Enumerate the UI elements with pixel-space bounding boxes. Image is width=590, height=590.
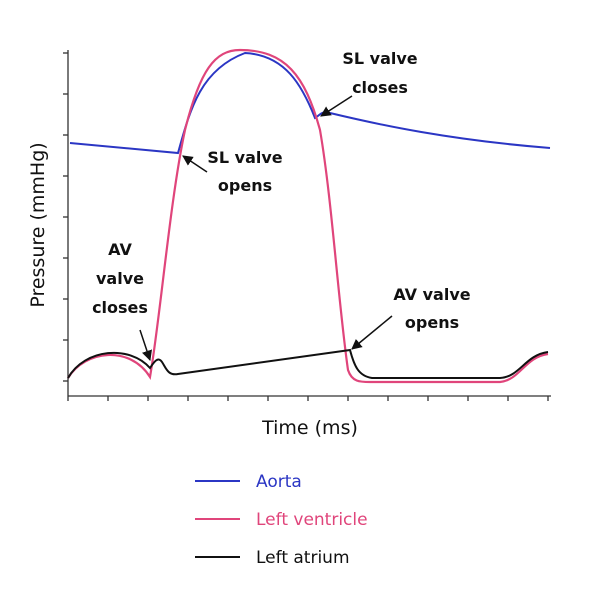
legend-label: Aorta	[256, 472, 302, 492]
legend-label: Left atrium	[256, 548, 350, 568]
arrow	[351, 315, 393, 350]
y-axis-label: Pressure (mmHg)	[27, 142, 49, 307]
arrow	[182, 155, 208, 173]
annotation: valve	[96, 269, 144, 288]
annotations: SL valve closes SL valve opens AV valve closes…	[92, 49, 471, 332]
x-axis-label: Time (ms)	[261, 417, 358, 439]
left-ventricle-curve	[67, 48, 549, 384]
annotation: AV valve	[393, 285, 470, 304]
annotation: SL valve	[207, 148, 282, 167]
legend-label: Left ventricle	[256, 510, 368, 530]
aorta-curve	[69, 51, 551, 155]
annotation: closes	[352, 78, 408, 97]
legend: Aorta Left ventricle Left atrium	[195, 472, 368, 568]
arrows	[139, 95, 393, 361]
annotation: AV	[108, 240, 132, 259]
arrow	[320, 95, 353, 117]
arrow	[139, 329, 152, 361]
x-ticks	[67, 396, 549, 401]
axes	[63, 50, 551, 401]
annotation: opens	[405, 313, 459, 332]
y-ticks	[63, 52, 68, 382]
left-atrium-curve	[67, 348, 549, 379]
annotation: SL valve	[342, 49, 417, 68]
annotation: closes	[92, 298, 148, 317]
annotation: opens	[218, 176, 272, 195]
